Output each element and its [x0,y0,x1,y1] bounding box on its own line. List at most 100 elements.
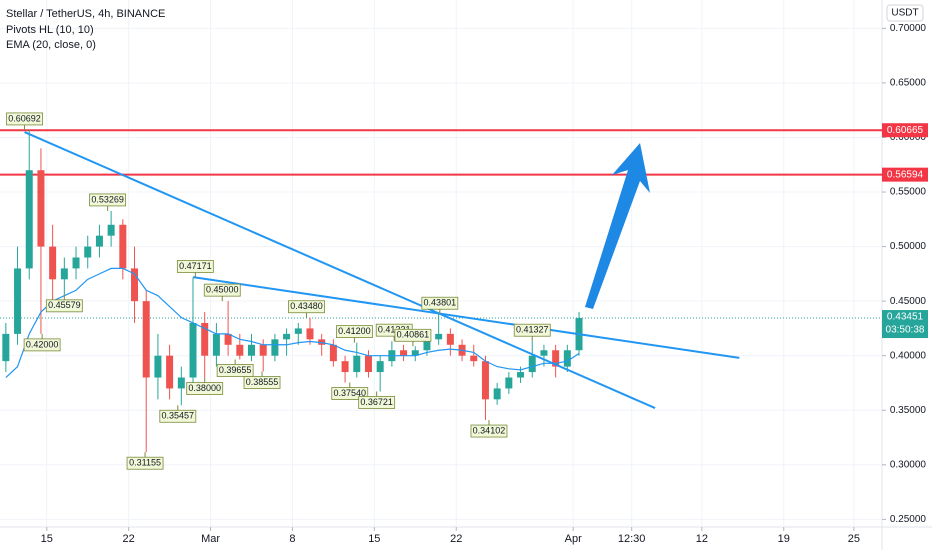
arrow [585,143,650,309]
pivot-label: 0.42000 [26,339,59,349]
candle-body [236,344,244,356]
pivot-box [176,260,214,273]
x-tick-label: 8 [289,533,295,545]
pivot-box [513,323,551,337]
candle-body [166,355,174,389]
pivot-label: 0.34102 [473,425,506,435]
y-tick-label: 0.55000 [890,187,927,198]
pivot-box [243,376,281,389]
pivot-label: 0.35457 [162,411,195,421]
candle-body [329,344,337,362]
pivot-label: 0.41200 [338,326,371,336]
x-tick-label: 12:30 [618,533,646,545]
candle-body [435,333,443,340]
pivot-box [336,325,373,339]
y-tick-label: 0.50000 [890,241,927,252]
pivot-label: 0.40861 [397,330,430,340]
candle-body [364,355,372,373]
candle-body [259,344,267,356]
y-tick-label: 0.40000 [890,350,927,361]
candle-body [212,333,220,356]
x-tick-label: 22 [123,533,135,545]
x-tick-label: 15 [368,533,380,545]
candle-body [271,339,279,356]
x-tick-label: Apr [565,533,582,545]
symbol-title: Stellar / TetherUS, 4h, BINANCE [6,8,165,20]
pivot-label: 0.45000 [206,285,239,295]
candle-body [563,350,571,367]
pivot-label: 0.31155 [129,458,161,468]
indicator-label: EMA (20, close, 0) [6,39,96,51]
pivot-label: 0.43801 [424,298,457,308]
candle-body [505,377,513,389]
pivot-box [421,296,459,310]
legend: Stellar / TetherUS, 4h, BINANCE Pivots H… [6,8,165,51]
candle-body [142,301,150,378]
candle-body [376,361,384,373]
price-label: 0.60665 [887,125,924,136]
indicator-label: Pivots HL (10, 10) [6,24,94,36]
pivot-box [89,193,127,207]
candle-body [446,333,454,345]
candle-body [2,333,10,362]
pivot-box [45,299,83,313]
candle-body [470,355,478,362]
candle-body [528,355,536,373]
candle-body [131,268,139,302]
candle-body [294,328,302,334]
pivot-label: 0.41331 [378,325,411,335]
pivot-box [6,112,43,126]
pivot-label: 0.41327 [516,325,549,335]
candle-body [37,170,45,247]
pivot-box [186,382,224,395]
candle-body [25,170,33,269]
pivot-box [358,396,396,409]
pivot-label: 0.45579 [48,300,81,310]
candle-body [283,333,291,340]
pivot-label: 0.47171 [179,261,212,271]
pivot-label: 0.38555 [246,377,279,387]
pivot-box [203,283,241,297]
y-tick-label: 0.35000 [890,405,927,416]
pivot-box [470,424,508,438]
x-tick-label: 19 [778,533,790,545]
pivot-box [288,300,325,314]
pivot-box [126,456,164,470]
candle-body [400,350,408,356]
candle-body [119,224,127,269]
candle-body [49,246,57,280]
last-price-label: 0.43451 [887,312,924,323]
currency-box[interactable] [886,4,924,22]
candle-body [84,246,92,258]
last-price-box [882,310,928,339]
y-tick-label: 0.45000 [890,296,927,307]
candle-body [201,322,209,356]
candle-body [224,333,232,345]
x-tick-label: 25 [848,533,860,545]
candle-body [247,344,255,356]
x-tick-label: 15 [41,533,53,545]
pivot-label: 0.53269 [91,194,124,204]
ema-line [5,267,580,378]
candle-body [353,355,361,373]
x-tick-label: 12 [696,533,708,545]
candle-body [72,257,80,269]
candle-body [14,268,22,334]
pivot-label: 0.38000 [188,383,221,393]
plot [0,0,882,527]
countdown: 03:50:38 [886,325,925,336]
price-label-box [882,167,928,182]
pivot-label: 0.37540 [333,388,366,398]
currency: USDT [891,8,918,19]
candle-body [177,377,185,389]
trendline [24,131,656,409]
candle-body [493,388,501,400]
y-tick-label: 0.60000 [890,132,927,143]
pivot-box [159,409,197,423]
pivot-box [23,338,61,352]
y-tick-label: 0.70000 [890,23,927,34]
candle-body [423,339,431,351]
x-tick-label: 22 [450,533,462,545]
